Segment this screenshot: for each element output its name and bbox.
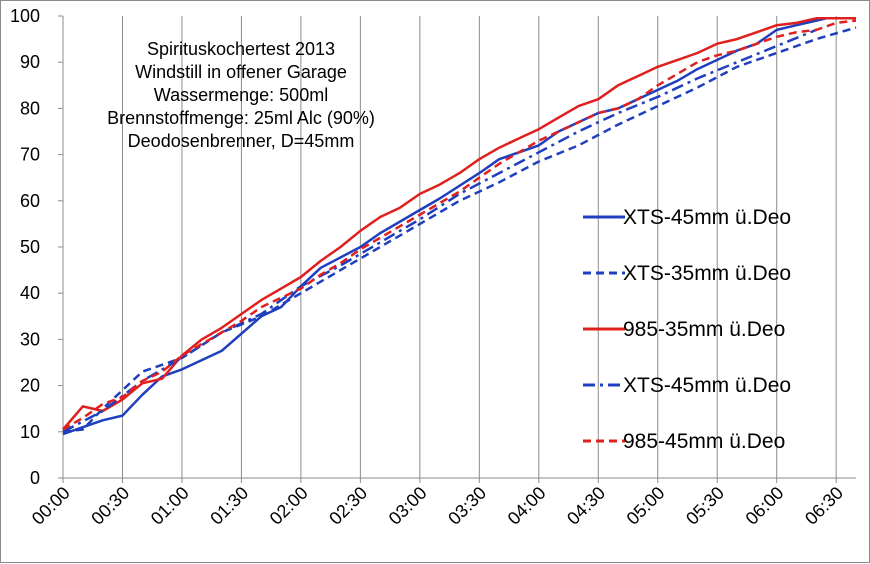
series-line-5 [62,19,857,431]
y-tick-label: 100 [10,6,40,26]
legend-label-1: XTS-45mm ü.Deo [623,206,791,229]
y-tick-label: 10 [20,422,40,442]
x-tick-label: 02:00 [266,483,312,529]
x-tick-label: 05:30 [682,483,728,529]
annotation-line: Deodosenbrenner, D=45mm [128,131,355,151]
legend-label-3: 985-35mm ü.Deo [623,318,785,341]
x-tick-label: 06:30 [801,483,847,529]
y-tick-label: 50 [20,237,40,257]
x-tick-label: 05:00 [623,483,669,529]
x-tick-label: 01:00 [147,483,193,529]
series-line-2 [62,26,857,434]
y-tick-label: 60 [20,191,40,211]
x-tick-label: 03:00 [385,483,431,529]
annotation-line: Windstill in offener Garage [135,62,347,82]
y-tick-label: 40 [20,283,40,303]
x-tick-label: 06:00 [742,483,788,529]
y-tick-label: 90 [20,52,40,72]
legend-label-4: XTS-45mm ü.Deo [623,374,791,397]
annotation-line: Wassermenge: 500ml [154,85,328,105]
legend-label-2: XTS-35mm ü.Deo [623,262,791,285]
annotation-line: Spirituskochertest 2013 [147,39,335,59]
chart-annotation: Spirituskochertest 2013 Windstill in offe… [107,39,375,151]
y-tick-label: 80 [20,98,40,118]
annotation-line: Brennstoffmenge: 25ml Alc (90%) [107,108,375,128]
x-tick-label: 04:00 [504,483,550,529]
legend-label-5: 985-45mm ü.Deo [623,430,785,453]
y-tick-label: 70 [20,145,40,165]
y-tick-labels: 0 10 20 30 40 50 60 70 80 90 100 [10,6,63,488]
y-tick-label: 30 [20,329,40,349]
y-tick-label: 20 [20,376,40,396]
x-tick-label: 02:30 [325,483,371,529]
x-tick-label: 00:30 [87,483,133,529]
series-line-3 [62,17,856,431]
series-lines [62,17,857,436]
legend: XTS-45mm ü.Deo XTS-35mm ü.Deo 985-35mm ü.D… [583,206,791,453]
x-tick-label: 01:30 [206,483,252,529]
x-tick-label: 03:30 [444,483,490,529]
x-tick-label: 04:30 [563,483,609,529]
x-tick-label: 00:00 [28,483,74,529]
y-tick-label: 0 [30,468,40,488]
x-tick-labels: 00:00 00:30 01:00 01:30 02:00 02:30 03:00 03:30… [28,478,847,529]
